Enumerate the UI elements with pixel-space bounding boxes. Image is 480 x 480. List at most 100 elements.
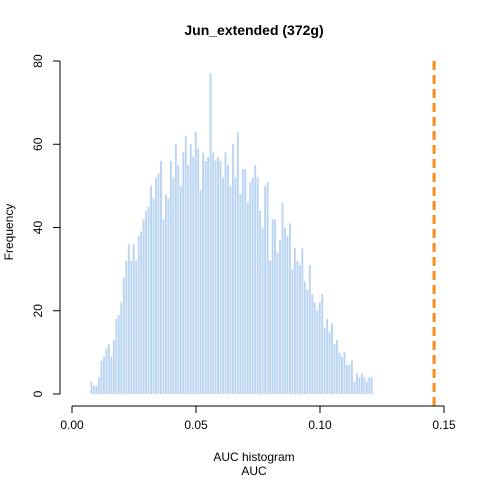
histogram-bar bbox=[120, 302, 123, 394]
histogram-bar bbox=[231, 144, 234, 394]
histogram-bar bbox=[137, 235, 140, 394]
histogram-bar bbox=[291, 269, 294, 394]
histogram-bar bbox=[279, 239, 281, 394]
histogram-bar bbox=[110, 356, 113, 394]
histogram-bar bbox=[286, 235, 289, 394]
histogram-bar bbox=[254, 165, 257, 394]
histogram-bar bbox=[236, 131, 239, 394]
histogram-bar bbox=[214, 160, 217, 394]
histogram-bar bbox=[318, 302, 321, 394]
histogram-bar bbox=[107, 344, 110, 394]
histogram-bar bbox=[150, 185, 152, 394]
histogram-bar bbox=[303, 281, 306, 394]
histogram-bar bbox=[276, 252, 279, 394]
histogram-bar bbox=[321, 294, 324, 394]
histogram-bar bbox=[127, 244, 130, 394]
x-axis-label: AUC bbox=[241, 464, 267, 478]
histogram-bar bbox=[246, 202, 249, 394]
histogram-bar bbox=[162, 219, 165, 394]
histogram-bar bbox=[93, 385, 95, 394]
histogram-bar bbox=[112, 339, 115, 394]
histogram-bar bbox=[355, 373, 358, 394]
histogram-bar bbox=[313, 302, 316, 394]
histogram-bar bbox=[152, 198, 155, 394]
histogram-bar bbox=[160, 160, 162, 394]
x-tick-label: 0.00 bbox=[60, 418, 84, 432]
histogram-bar bbox=[271, 219, 274, 394]
histogram-bar bbox=[289, 223, 291, 394]
histogram-bar bbox=[256, 177, 259, 394]
histogram-bar bbox=[187, 165, 190, 394]
histogram-bar bbox=[140, 231, 143, 394]
histogram-bar bbox=[135, 260, 138, 394]
histogram-bar bbox=[169, 160, 172, 394]
histogram-bar bbox=[224, 152, 227, 394]
x-tick-label: 0.15 bbox=[432, 418, 456, 432]
histogram-bar bbox=[103, 356, 105, 394]
histogram-bar bbox=[249, 181, 252, 394]
histogram-bar bbox=[125, 260, 128, 394]
histogram-bar bbox=[363, 377, 366, 394]
histogram-bar bbox=[174, 144, 177, 394]
histogram-bar bbox=[306, 289, 309, 394]
histogram-bar bbox=[182, 152, 185, 394]
histogram-bar bbox=[341, 356, 343, 394]
histogram-bar bbox=[338, 352, 341, 394]
histogram-bar bbox=[194, 131, 197, 394]
histogram-bar bbox=[147, 206, 150, 394]
histogram-bar bbox=[284, 227, 286, 394]
histogram-bar bbox=[346, 364, 348, 394]
histogram-bar bbox=[197, 148, 200, 394]
histogram-bar bbox=[229, 185, 232, 394]
histogram-bar bbox=[266, 181, 269, 394]
histogram-bar bbox=[274, 219, 276, 394]
y-tick-label: 20 bbox=[31, 304, 45, 318]
bars bbox=[90, 73, 373, 395]
histogram-bar bbox=[184, 135, 187, 395]
histogram-bar bbox=[100, 360, 103, 394]
chart-title: Jun_extended (372g) bbox=[184, 22, 323, 38]
x-tick-label: 0.10 bbox=[308, 418, 332, 432]
histogram-bar bbox=[351, 360, 353, 394]
histogram-bar bbox=[358, 377, 361, 394]
y-axis: 0 20 40 60 80 bbox=[31, 54, 61, 397]
x-tick-label: 0.05 bbox=[184, 418, 208, 432]
histogram-bar bbox=[122, 277, 125, 394]
histogram-bar bbox=[227, 165, 229, 394]
y-tick-label: 60 bbox=[31, 137, 45, 151]
y-tick-label: 40 bbox=[31, 221, 45, 235]
histogram-bar bbox=[343, 352, 346, 394]
histogram-bar bbox=[296, 260, 299, 394]
y-tick-label: 0 bbox=[31, 390, 45, 397]
histogram-bar bbox=[115, 319, 118, 394]
histogram-bar bbox=[177, 165, 180, 394]
histogram-bar bbox=[251, 177, 254, 394]
histogram-bar bbox=[241, 169, 244, 394]
histogram-bar bbox=[95, 385, 98, 394]
histogram-bar bbox=[202, 152, 205, 394]
histogram-bar bbox=[142, 219, 145, 394]
histogram-bar bbox=[360, 373, 363, 394]
histogram-bar bbox=[207, 156, 210, 394]
histogram-bar bbox=[353, 381, 356, 394]
histogram-bar bbox=[217, 156, 219, 394]
histogram-bar bbox=[336, 339, 338, 394]
histogram-bar bbox=[130, 260, 133, 394]
histogram-bar bbox=[98, 377, 100, 394]
histogram-bar bbox=[204, 160, 207, 394]
histogram-bar bbox=[281, 202, 284, 394]
histogram-bar bbox=[261, 227, 264, 394]
histogram-bar bbox=[311, 294, 314, 394]
histogram-bar bbox=[298, 264, 301, 394]
histogram-bar bbox=[370, 377, 373, 394]
histogram-bar bbox=[331, 323, 334, 394]
histogram-bar bbox=[301, 248, 304, 394]
histogram-bar bbox=[328, 331, 331, 394]
histogram-bar bbox=[326, 319, 329, 394]
y-tick-label: 80 bbox=[31, 54, 45, 68]
histogram-bar bbox=[145, 210, 148, 394]
x-axis: 0.00 0.05 0.10 0.15 bbox=[60, 405, 456, 432]
histogram-bar bbox=[155, 177, 157, 394]
histogram-bar bbox=[222, 177, 224, 394]
histogram-bar bbox=[212, 152, 214, 394]
